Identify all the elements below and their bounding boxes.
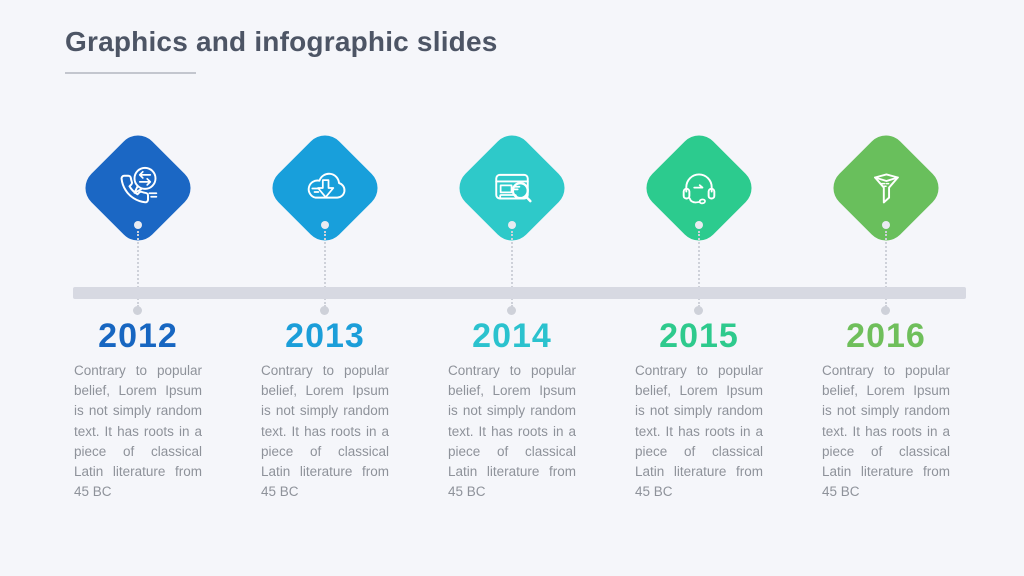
connector-end-dot [881, 306, 890, 315]
item-description: Contrary to popular belief, Lorem Ipsum … [635, 363, 763, 500]
phone-transfer-icon [110, 160, 166, 216]
item-description: Contrary to popular belief, Lorem Ipsum … [822, 363, 950, 500]
connector-tip-dot [134, 221, 142, 229]
timeline-item-2012: 2012 Contrary to popular belief, Lorem I… [63, 0, 213, 576]
year-label: 2016 [846, 317, 926, 355]
timeline-bar [73, 287, 966, 299]
connector-end-dot [507, 306, 516, 315]
funnel-icon [858, 160, 914, 216]
year-label: 2014 [472, 317, 552, 355]
year-label: 2013 [285, 317, 365, 355]
year-label: 2015 [659, 317, 739, 355]
timeline-item-2016: 2016 Contrary to popular belief, Lorem I… [811, 0, 961, 576]
connector-tip-dot [882, 221, 890, 229]
item-description: Contrary to popular belief, Lorem Ipsum … [448, 363, 576, 500]
slide-title: Graphics and infographic slides [65, 26, 498, 57]
title-underline [65, 72, 196, 74]
headset-icon [671, 160, 727, 216]
year-label: 2012 [98, 317, 178, 355]
connector-tip-dot [321, 221, 329, 229]
item-description: Contrary to popular belief, Lorem Ipsum … [74, 363, 202, 500]
connector-dotted-line [137, 231, 139, 307]
connector-dotted-line [324, 231, 326, 307]
connector-end-dot [694, 306, 703, 315]
timeline-item-2015: 2015 Contrary to popular belief, Lorem I… [624, 0, 774, 576]
browser-search-icon [484, 160, 540, 216]
connector-tip-dot [508, 221, 516, 229]
connector-end-dot [320, 306, 329, 315]
connector-dotted-line [698, 231, 700, 307]
connector-tip-dot [695, 221, 703, 229]
timeline-item-2013: 2013 Contrary to popular belief, Lorem I… [250, 0, 400, 576]
item-description: Contrary to popular belief, Lorem Ipsum … [261, 363, 389, 500]
timeline-item-2014: 2014 Contrary to popular belief, Lorem I… [437, 0, 587, 576]
connector-dotted-line [511, 231, 513, 307]
connector-end-dot [133, 306, 142, 315]
connector-dotted-line [885, 231, 887, 307]
cloud-download-icon [297, 160, 353, 216]
